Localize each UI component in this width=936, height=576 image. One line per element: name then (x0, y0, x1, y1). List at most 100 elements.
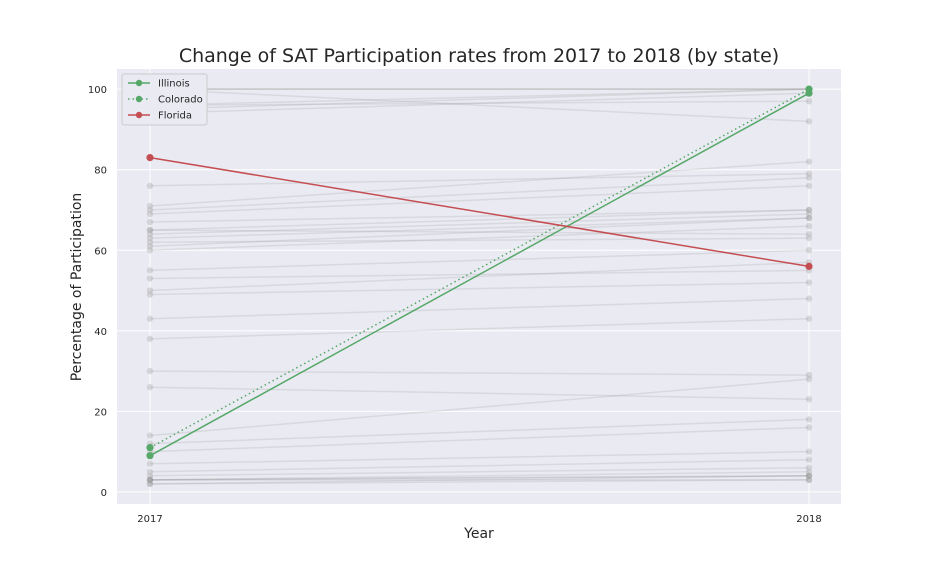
background-series-point (146, 472, 154, 480)
legend-swatch-marker (135, 111, 143, 119)
background-series (146, 206, 813, 226)
background-series-point (805, 230, 813, 238)
background-series-line (149, 213, 810, 235)
background-series-point (805, 472, 813, 480)
grid (117, 69, 841, 504)
background-series-line (149, 378, 810, 437)
background-series-point (146, 218, 154, 226)
background-series (146, 295, 813, 322)
background-series-line (149, 467, 810, 477)
y-tick-label: 60 (94, 246, 107, 257)
background-series-point (146, 383, 154, 391)
background-series-point (805, 210, 813, 218)
background-series-point (146, 476, 154, 484)
legend-label: Colorado (158, 95, 203, 106)
background-series (146, 456, 813, 475)
background-series-point (805, 424, 813, 431)
background-series-point (146, 367, 154, 375)
background-series-line (149, 261, 810, 292)
background-series-line (149, 237, 810, 243)
background-series-point (805, 118, 813, 125)
background-series (146, 472, 813, 488)
background-series (146, 468, 813, 484)
background-series-point (146, 206, 154, 214)
background-series-point (146, 460, 154, 467)
background-series-line (149, 217, 810, 239)
background-series (146, 214, 813, 242)
background-series (146, 472, 813, 484)
background-series-point (146, 238, 154, 246)
background-series-point (805, 247, 813, 254)
background-series-point (146, 432, 154, 439)
background-series (146, 476, 813, 484)
background-series-point (146, 476, 154, 484)
background-series-point (146, 267, 154, 274)
legend-box (121, 73, 208, 126)
background-series (146, 158, 813, 210)
legend-label: Florida (158, 111, 192, 122)
background-series-line (149, 475, 810, 485)
background-series-point (805, 448, 813, 455)
background-series-line (149, 177, 810, 211)
background-series-point (146, 480, 154, 488)
plot-background (117, 69, 841, 504)
legend-item-illinois: Illinois (128, 79, 190, 90)
background-series (146, 375, 813, 439)
series-point-florida (805, 262, 813, 270)
background-series-line (149, 317, 810, 340)
background-series-point (805, 206, 813, 214)
series-point-florida (146, 154, 154, 162)
y-tick-label: 0 (101, 488, 107, 499)
background-series-point (146, 210, 154, 218)
series-point-illinois (146, 452, 154, 460)
background-series (146, 448, 813, 467)
background-series-group (146, 85, 813, 488)
background-series-point (146, 230, 154, 238)
background-series-point (146, 315, 154, 322)
background-series-point (146, 335, 154, 343)
background-series-point (805, 182, 813, 190)
background-series-line (149, 297, 810, 320)
legend-label: Illinois (158, 79, 190, 90)
background-series-point (805, 279, 813, 286)
background-series-point (805, 234, 813, 242)
background-series-point (146, 243, 154, 250)
background-series-point (146, 226, 154, 234)
series-florida (146, 154, 813, 270)
background-series-point (805, 315, 813, 322)
background-series-point (805, 98, 813, 105)
background-series-line (149, 458, 810, 473)
background-series (146, 226, 813, 238)
background-series (146, 234, 813, 246)
background-series-point (146, 226, 154, 234)
y-axis-ticks: 0 20 40 60 80 100 (88, 85, 107, 499)
background-series (146, 210, 813, 238)
background-series-point (805, 416, 813, 423)
background-series-line (149, 450, 810, 465)
background-series-line (149, 370, 810, 376)
background-series-point (805, 214, 813, 222)
legend-swatch-marker (135, 95, 143, 103)
background-series-line (149, 418, 810, 445)
background-series-point (805, 222, 813, 230)
background-series (146, 170, 813, 190)
background-series-line (149, 88, 810, 123)
background-series-point (805, 214, 813, 222)
legend-item-florida: Florida (128, 111, 192, 122)
background-series-point (146, 476, 154, 484)
background-series-point (805, 158, 813, 165)
y-tick-label: 80 (94, 166, 107, 177)
background-series (146, 206, 813, 234)
background-series-line (149, 475, 810, 481)
background-series-line (149, 225, 810, 251)
background-series-line (149, 281, 810, 296)
background-series-line (149, 88, 810, 106)
background-series-point (805, 375, 813, 383)
x-tick-label: 2018 (796, 514, 821, 525)
background-series-point (805, 206, 813, 214)
background-series (146, 367, 813, 379)
background-series-point (146, 202, 154, 210)
background-series-point (805, 396, 813, 403)
background-series-point (805, 468, 813, 475)
